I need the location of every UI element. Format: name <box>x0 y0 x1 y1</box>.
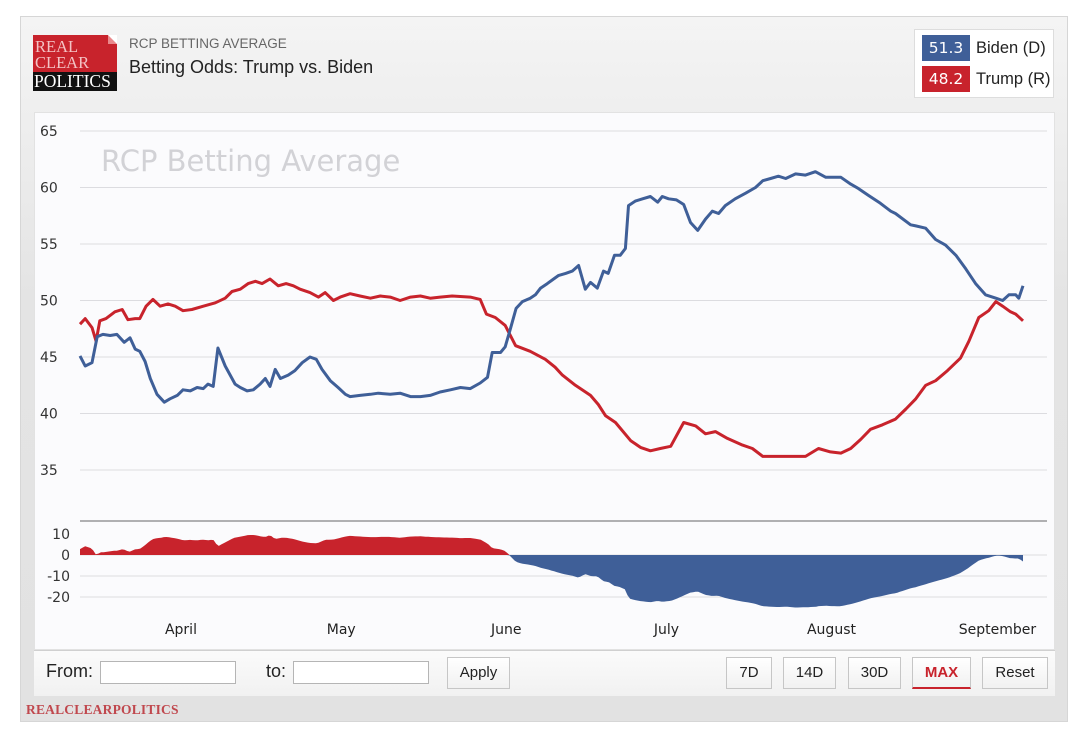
y-tick-label: 65 <box>40 124 58 140</box>
range-30d-button[interactable]: 30D <box>848 657 901 689</box>
y-tick-label: 55 <box>40 237 58 253</box>
spread-y-tick-label: 0 <box>61 548 70 564</box>
from-label: From: <box>46 661 93 681</box>
legend-value-biden: 51.3 <box>922 35 970 61</box>
legend-label-trump: Trump (R) <box>976 69 1051 88</box>
from-date-input[interactable] <box>100 661 236 684</box>
logo-line-2: CLEAR <box>35 53 90 72</box>
legend: 51.3 Biden (D) 48.2 Trump (R) <box>914 29 1054 98</box>
reset-button[interactable]: Reset <box>982 657 1048 689</box>
legend-item-trump: 48.2 Trump (R) <box>922 66 1051 92</box>
series-line-biden <box>78 170 1025 404</box>
apply-button[interactable]: Apply <box>447 657 510 689</box>
range-max-button[interactable]: MAX <box>912 657 971 689</box>
to-label: to: <box>266 661 287 681</box>
series-line-trump <box>78 277 1025 458</box>
chart-title: Betting Odds: Trump vs. Biden <box>129 57 374 77</box>
x-tick-label: May <box>327 622 356 638</box>
legend-item-biden: 51.3 Biden (D) <box>922 35 1046 61</box>
date-range-controls: From: to: Apply 7D 14D 30D MAX Reset <box>34 650 1055 696</box>
chart-svg[interactable]: RCP Betting Average 65 60 55 50 45 40 35 10 0 -10… <box>35 113 1054 649</box>
legend-value-trump: 48.2 <box>922 66 970 92</box>
chart-panel: RCP Betting Average 65 60 55 50 45 40 35 10 0 -10… <box>34 112 1055 650</box>
to-date-input[interactable] <box>293 661 429 684</box>
y-tick-label: 50 <box>40 294 58 310</box>
y-tick-label: 45 <box>40 350 58 366</box>
chart-watermark: RCP Betting Average <box>101 144 400 178</box>
spread-y-tick-label: -10 <box>47 569 70 585</box>
x-tick-label: June <box>490 622 522 638</box>
spread-y-tick-label: 10 <box>52 527 70 543</box>
range-7d-button[interactable]: 7D <box>726 657 772 689</box>
spread-area-trump-lead <box>80 535 1023 555</box>
spread-area-biden-lead <box>80 555 1023 608</box>
logo-line-3: POLITICS <box>34 71 111 91</box>
rcp-logo: REAL CLEAR POLITICS <box>33 35 117 91</box>
logo-line-1: REAL <box>35 37 79 56</box>
x-tick-label: September <box>959 622 1037 638</box>
y-tick-label: 40 <box>40 407 58 423</box>
y-tick-label: 35 <box>40 463 58 479</box>
range-14d-button[interactable]: 14D <box>783 657 836 689</box>
footer-brand: REALCLEARPOLITICS <box>26 702 179 717</box>
y-tick-label: 60 <box>40 181 58 197</box>
x-tick-label: April <box>165 622 197 638</box>
legend-label-biden: Biden (D) <box>976 38 1046 57</box>
x-tick-label: August <box>807 622 857 638</box>
x-tick-label: July <box>653 622 679 638</box>
spread-y-tick-label: -20 <box>47 590 70 606</box>
chart-subtitle: RCP BETTING AVERAGE <box>129 36 287 51</box>
